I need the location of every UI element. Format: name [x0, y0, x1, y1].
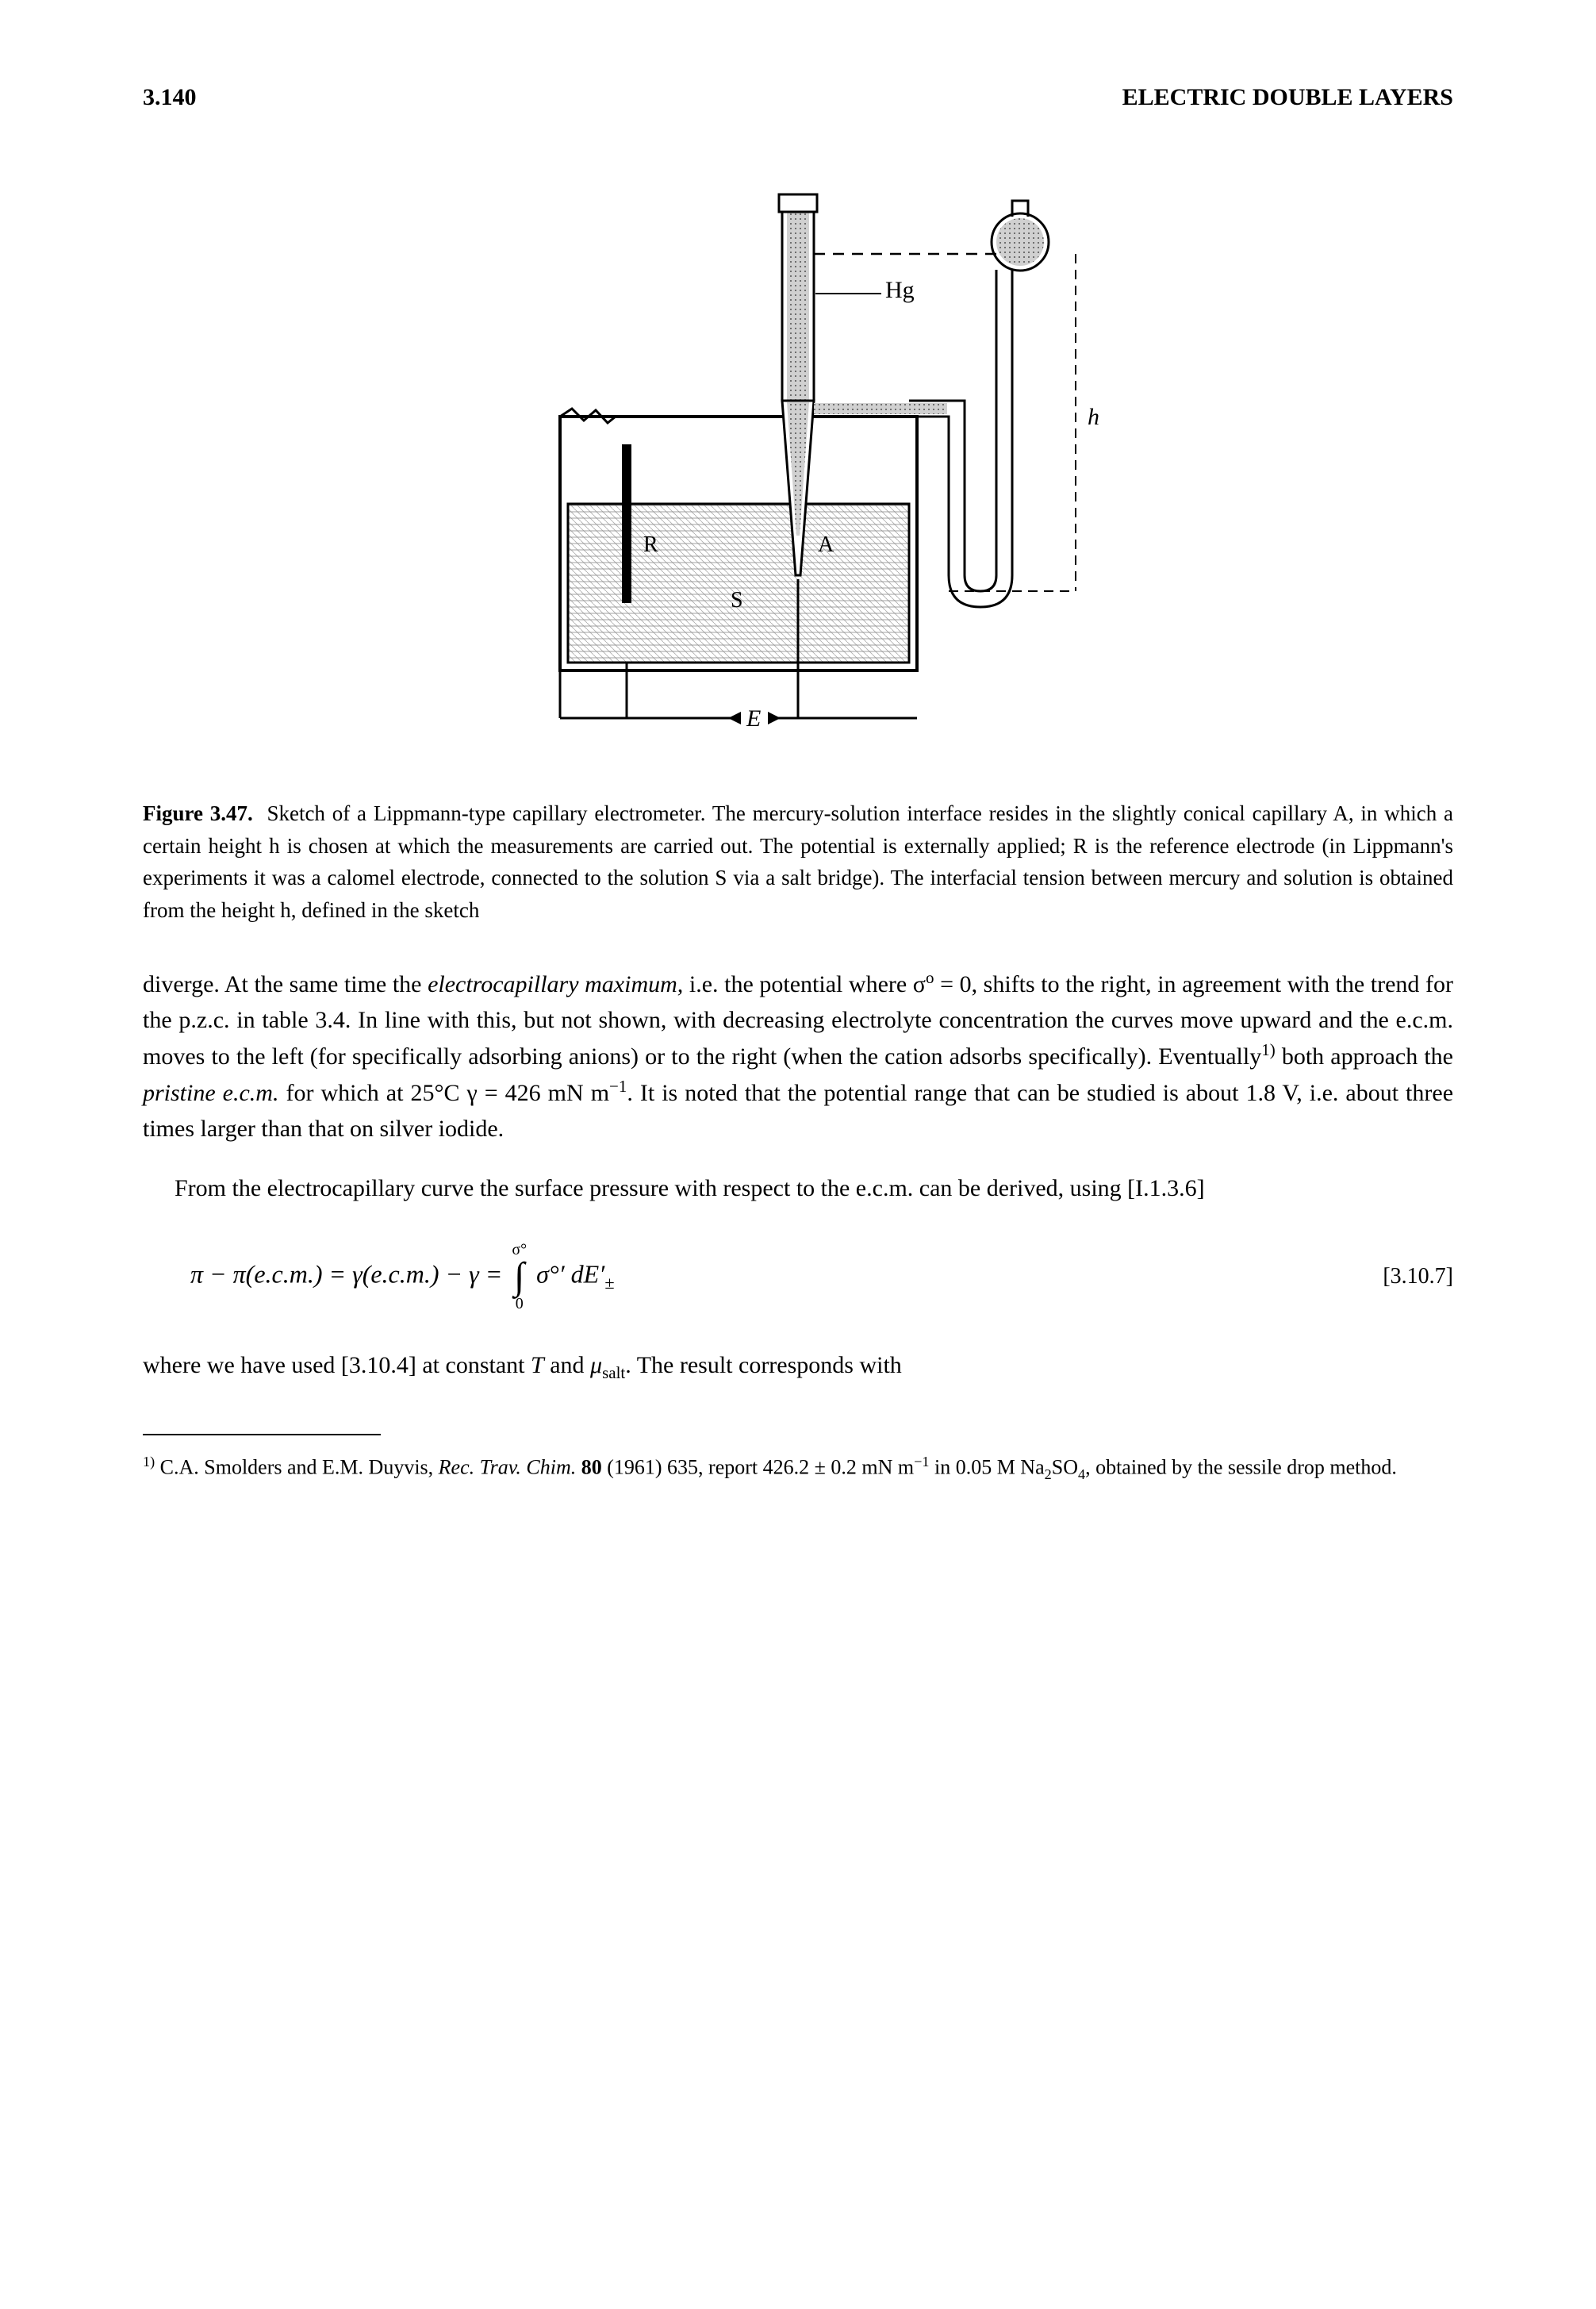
electrometer-diagram: Hg h R A S E — [441, 179, 1155, 750]
equation-row: π − π(e.c.m.) = γ(e.c.m.) − γ = σ° ∫ 0 σ… — [143, 1238, 1453, 1316]
footnote-rule — [143, 1434, 381, 1435]
page-number: 3.140 — [143, 79, 197, 115]
a-label: A — [818, 532, 834, 557]
r-label: R — [643, 532, 658, 557]
figure-caption-text: Sketch of a Lippmann-type capillary elec… — [143, 801, 1453, 922]
paragraph-3: where we have used [3.10.4] at constant … — [143, 1347, 1453, 1386]
hg-label: Hg — [885, 277, 915, 303]
figure-caption: Figure 3.47. Sketch of a Lippmann-type c… — [143, 797, 1453, 926]
equation-3-10-7: π − π(e.c.m.) = γ(e.c.m.) − γ = σ° ∫ 0 σ… — [143, 1238, 615, 1316]
e-label: E — [746, 705, 761, 732]
s-label: S — [731, 588, 743, 613]
figure-container: Hg h R A S E — [143, 179, 1453, 750]
h-label: h — [1088, 404, 1099, 430]
page-header: 3.140 ELECTRIC DOUBLE LAYERS — [143, 79, 1453, 115]
paragraph-2: From the electrocapillary curve the surf… — [143, 1170, 1453, 1206]
footnote-1: 1) C.A. Smolders and E.M. Duyvis, Rec. T… — [143, 1451, 1453, 1485]
figure-label: Figure 3.47. — [143, 801, 253, 825]
paragraph-1: diverge. At the same time the electrocap… — [143, 966, 1453, 1147]
chapter-title: ELECTRIC DOUBLE LAYERS — [1122, 79, 1453, 115]
equation-number: [3.10.7] — [1383, 1260, 1453, 1293]
